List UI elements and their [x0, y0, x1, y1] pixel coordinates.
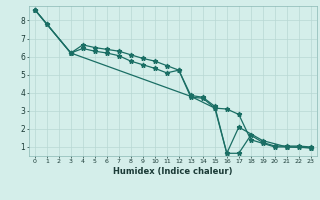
X-axis label: Humidex (Indice chaleur): Humidex (Indice chaleur) [113, 167, 233, 176]
